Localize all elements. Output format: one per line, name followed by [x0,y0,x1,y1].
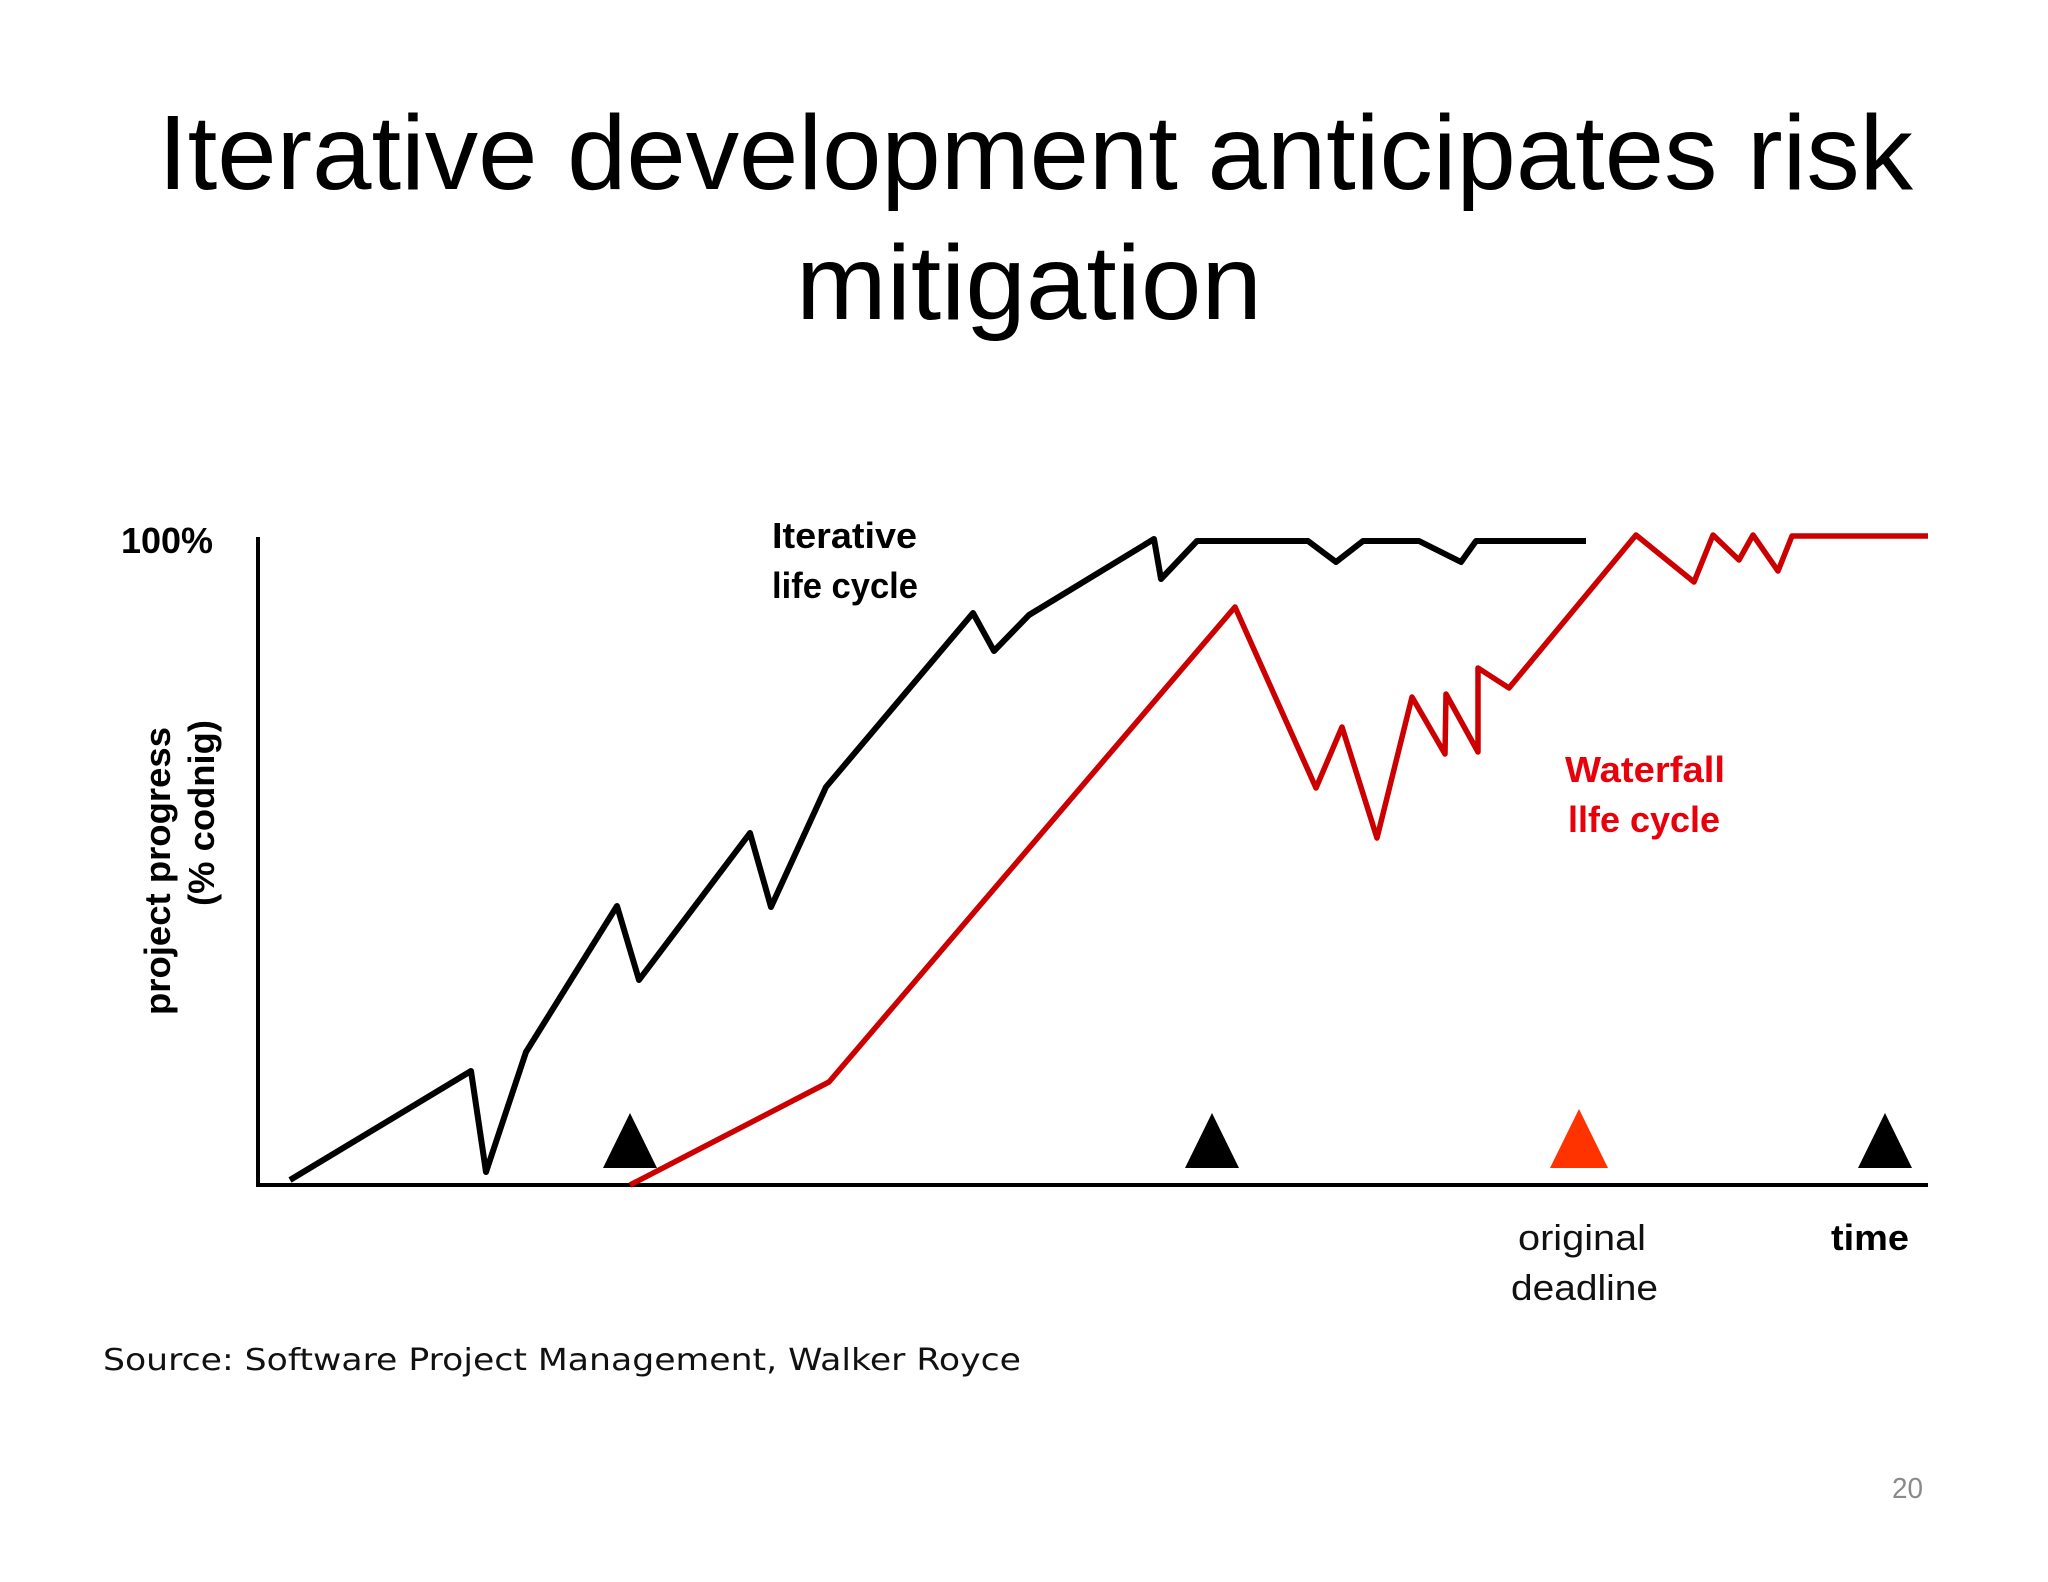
waterfall-label-line2: llfe cycle [1568,799,1720,840]
y-axis-label-line1: project progress [137,727,178,1015]
x-axis-label: time [1831,1217,1909,1258]
slide-title-line1: Iterative development anticipates risk [158,94,1914,212]
waterfall-life-cycle-line [628,532,1928,1188]
deadline-label-line2: deadline [1511,1267,1658,1308]
deadline-triangle-icon [1550,1109,1608,1168]
y-tick-100: 100% [121,520,213,561]
waterfall-label-line1: Waterfall [1565,749,1725,790]
milestone-triangle-icon [603,1113,657,1168]
iterative-label-line1: Iterative [772,515,917,556]
iterative-label-line2: life cycle [772,565,918,606]
y-axis-label-line2: (% codnig) [181,720,222,906]
deadline-label-line1: original [1518,1217,1646,1258]
page-number: 20 [1892,1473,1923,1505]
milestone-triangle-icon [1858,1113,1912,1168]
slide-title-line2: mitigation [796,224,1262,342]
milestone-triangle-icon [1185,1113,1239,1168]
source-citation: Source: Software Project Management, Wal… [103,1343,1021,1378]
iterative-life-cycle-line [288,536,1586,1183]
